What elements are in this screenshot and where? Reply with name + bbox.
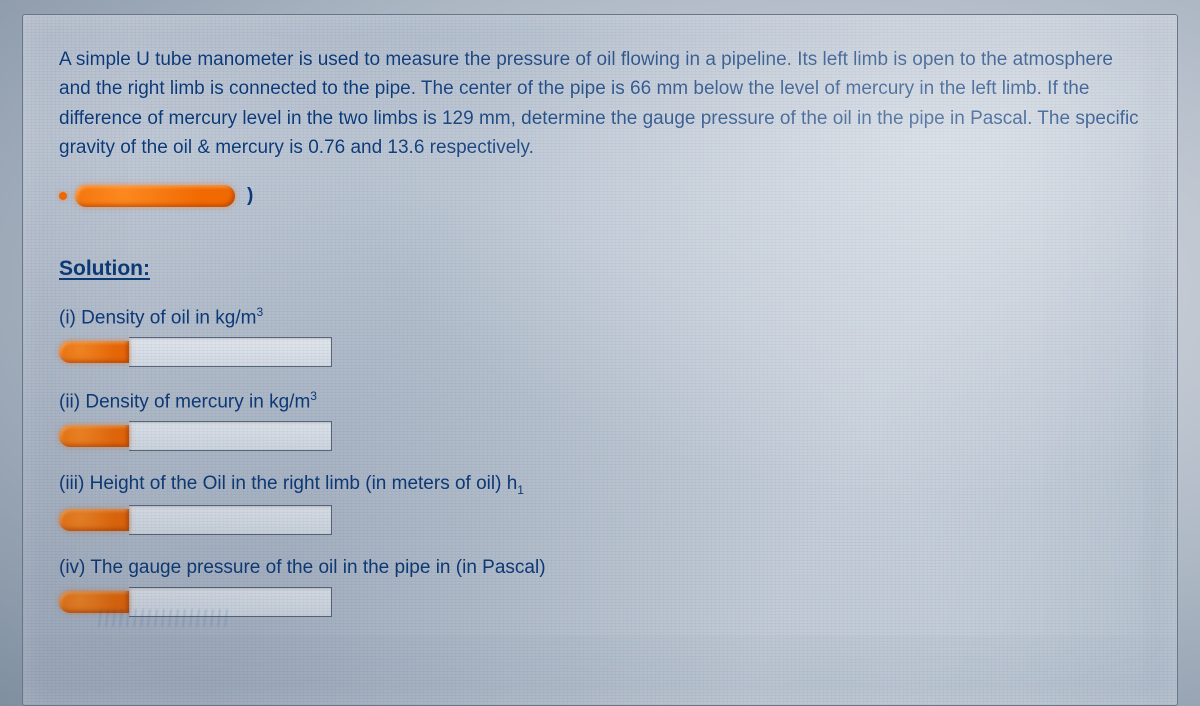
item-iv-text: The gauge pressure of the oil in the pip… (90, 557, 545, 578)
answer-iii-redaction (59, 509, 129, 531)
answer-i-redaction (59, 341, 129, 363)
answer-row-i (59, 337, 1143, 367)
answer-iii-input[interactable] (129, 505, 332, 535)
faint-scribble (98, 609, 230, 627)
answer-row-iii (59, 505, 1143, 535)
question-panel: A simple U tube manometer is used to mea… (22, 14, 1178, 706)
item-i: (i) Density of oil in kg/m3 (59, 305, 1143, 329)
solution-heading: Solution: (59, 257, 150, 281)
item-iv: (iv) The gauge pressure of the oil in th… (59, 557, 1143, 579)
problem-statement: A simple U tube manometer is used to mea… (59, 45, 1143, 163)
item-iii: (iii) Height of the Oil in the right lim… (59, 473, 1143, 497)
answer-ii-input[interactable] (129, 421, 332, 451)
item-iii-sub: 1 (517, 483, 524, 497)
item-i-sup: 3 (256, 305, 263, 319)
item-ii: (ii) Density of mercury in kg/m3 (59, 389, 1143, 413)
item-iv-prefix: (iv) (59, 557, 90, 578)
item-ii-prefix: (ii) (59, 391, 85, 412)
answer-row-ii (59, 421, 1143, 451)
item-i-text: Density of oil in kg/m (81, 307, 256, 328)
item-iii-text: Height of the Oil in the right limb (in … (90, 473, 518, 494)
answer-ii-redaction (59, 425, 129, 447)
answer-i-input[interactable] (129, 337, 332, 367)
screen-frame: A simple U tube manometer is used to mea… (0, 0, 1200, 706)
item-i-prefix: (i) (59, 307, 81, 328)
marks-row: ) (59, 185, 1143, 207)
redaction-dot (59, 192, 67, 200)
item-iii-prefix: (iii) (59, 473, 90, 494)
marks-redaction (75, 185, 235, 207)
item-ii-sup: 3 (310, 389, 317, 403)
marks-close-paren: ) (247, 185, 253, 207)
item-ii-text: Density of mercury in kg/m (85, 391, 310, 412)
